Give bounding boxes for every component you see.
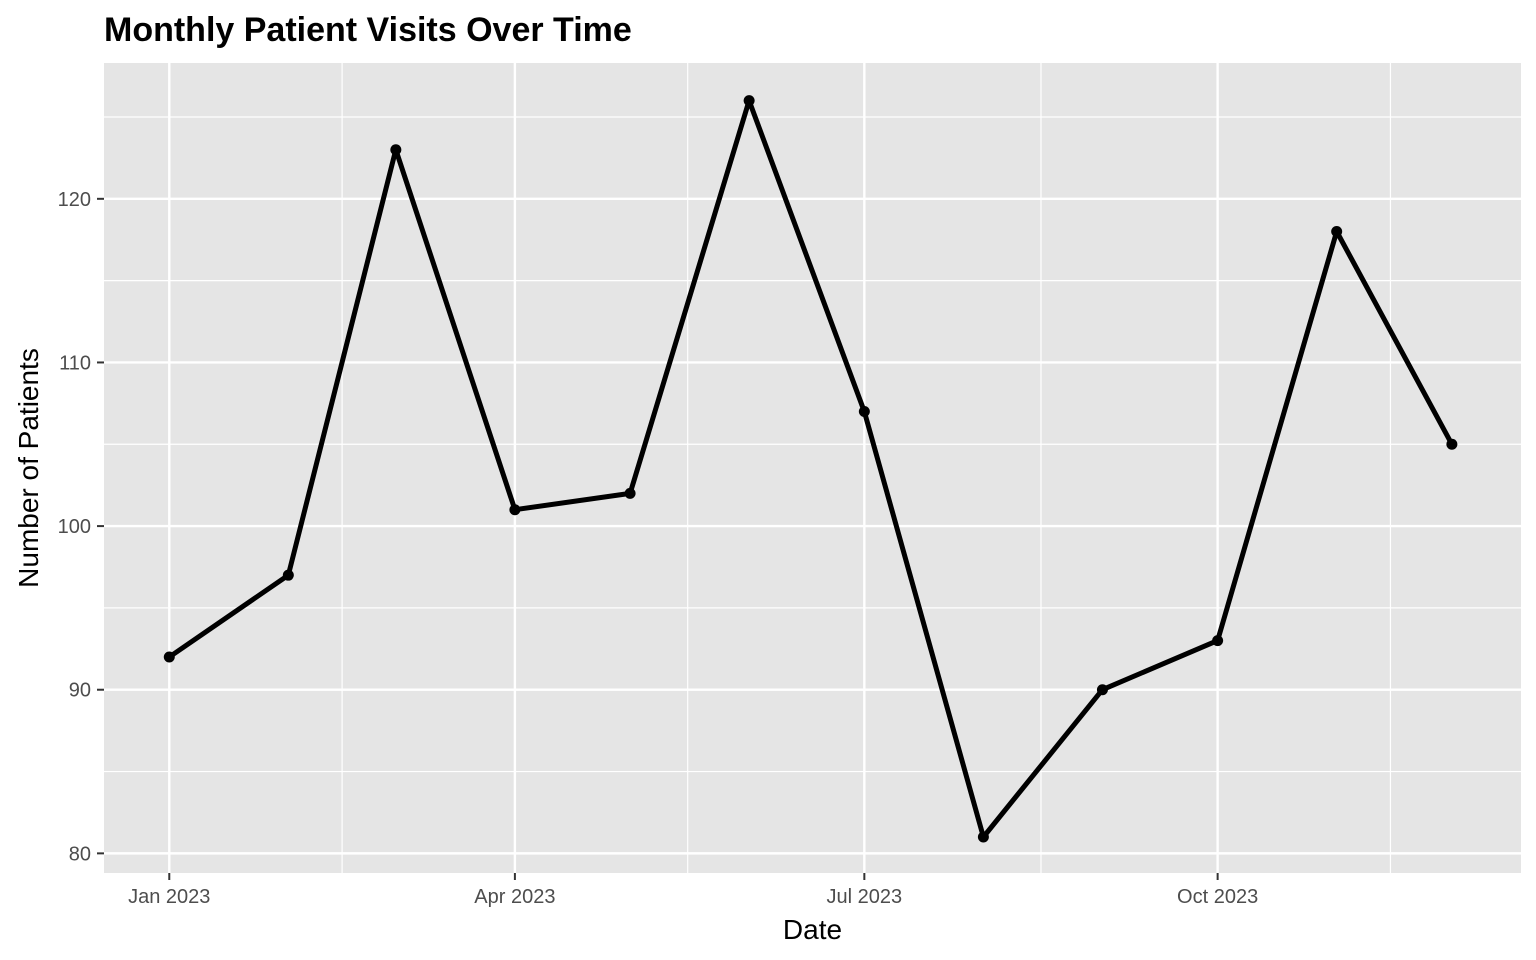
data-point [282,569,294,581]
axis-tick-labels: 80 90 100 110 120 Jan 2023 Apr 2023 Jul 2023 Oct… [58,189,1259,908]
series-layer [163,95,1458,843]
data-point [743,95,755,107]
data-point [509,504,521,516]
data-point [1212,635,1224,647]
x-tick-label: Oct 2023 [1177,886,1258,908]
y-tick-label: 120 [58,189,91,211]
x-tick-label: Jan 2023 [128,886,210,908]
data-point [390,144,402,156]
chart-title: Monthly Patient Visits Over Time [104,11,632,49]
y-tick-label: 110 [59,352,91,374]
x-axis-title: Date [783,914,842,945]
data-point [858,406,870,418]
data-point [163,651,175,663]
data-point [1331,226,1343,238]
data-point [624,487,636,499]
y-axis-title: Number of Patients [13,348,44,588]
data-point [1096,684,1108,696]
y-tick-label: 90 [69,680,91,702]
axis-ticks [97,197,1219,880]
data-point [1446,438,1458,450]
x-tick-label: Jul 2023 [827,886,903,908]
y-tick-label: 100 [58,516,91,538]
y-tick-label: 80 [69,843,91,865]
data-point [977,831,989,843]
x-tick-label: Apr 2023 [474,886,555,908]
series-line [167,98,1455,840]
